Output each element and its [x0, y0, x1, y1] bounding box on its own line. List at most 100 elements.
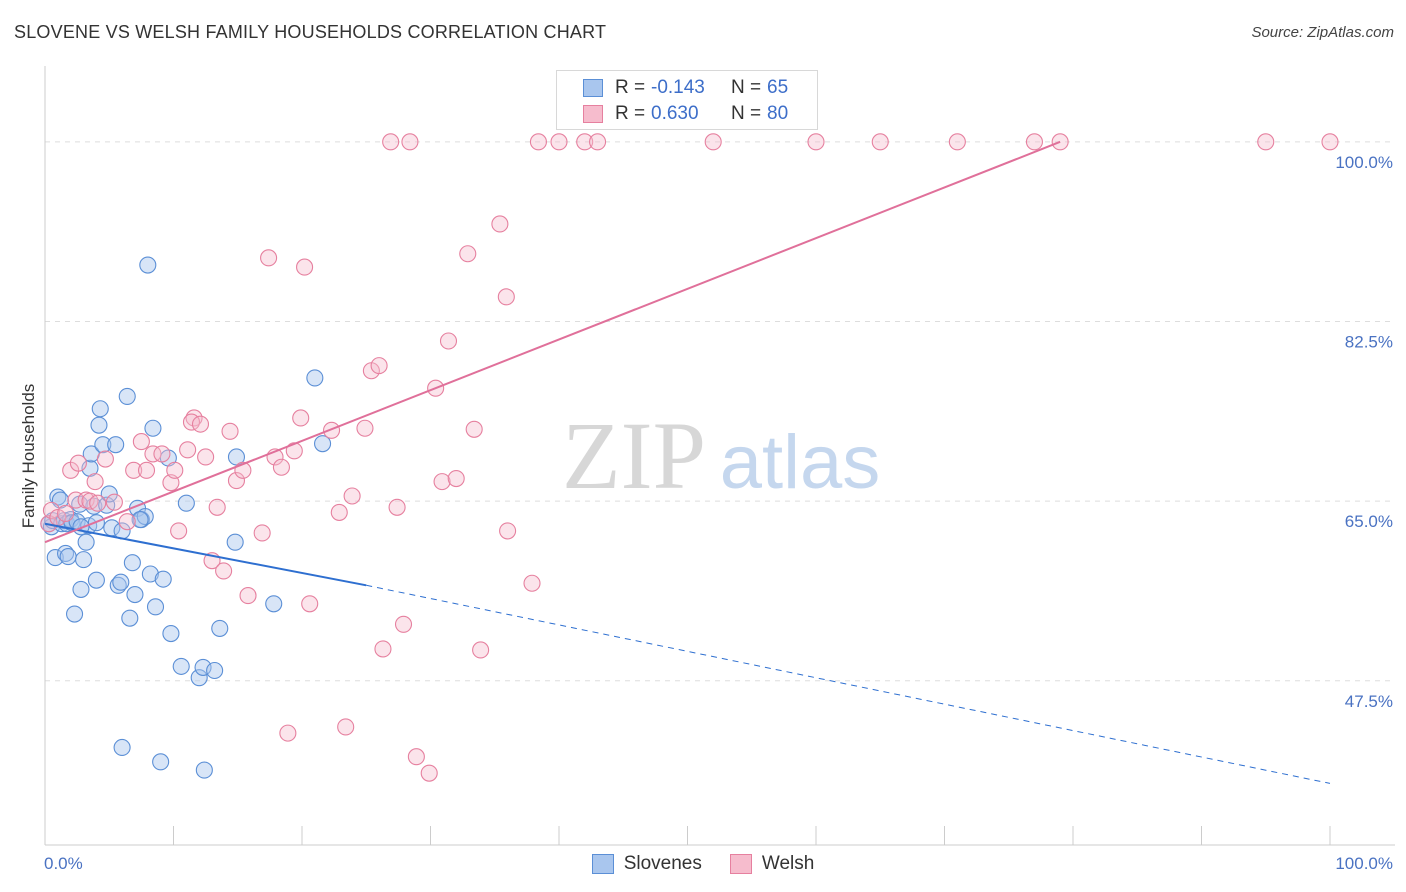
welsh-point [197, 448, 215, 466]
welsh-point [343, 487, 361, 505]
slovenes-point [46, 549, 64, 567]
welsh-point [118, 513, 136, 531]
slovenes-point [77, 533, 95, 551]
legend-swatch-slovenes [591, 854, 614, 874]
y-tick-label: 100.0% [1335, 153, 1393, 172]
welsh-point [491, 215, 509, 233]
slovenes-point [66, 605, 84, 623]
legend-n-label: N = [731, 103, 762, 124]
welsh-trend-line [44, 140, 1061, 544]
axes [44, 66, 1395, 846]
welsh-point [433, 473, 451, 491]
welsh-point [301, 595, 319, 613]
welsh-point [296, 258, 314, 276]
tick-labels: 47.5% 65.0% 82.5% 100.0% 0.0% 100.0% [44, 153, 1393, 873]
welsh-point [871, 133, 889, 151]
welsh-point [323, 421, 341, 439]
welsh-point [57, 504, 75, 522]
legend-r-value: -0.143 [651, 77, 705, 98]
welsh-point [447, 469, 465, 488]
welsh-point [272, 458, 290, 476]
welsh-point [948, 133, 966, 151]
welsh-point [388, 498, 406, 516]
welsh-point [499, 522, 517, 540]
legend-label-slovenes: Slovenes [623, 853, 702, 874]
welsh-point [166, 461, 184, 479]
welsh-point [370, 357, 388, 375]
slovenes-point [139, 256, 157, 274]
welsh-point [144, 445, 162, 463]
legend-n-label: N = [731, 77, 762, 98]
slovenes-point [172, 657, 190, 675]
welsh-point [420, 764, 438, 782]
slovenes-point [141, 565, 159, 583]
legend-r-label: R = [615, 103, 646, 124]
slovenes-point [100, 485, 118, 503]
slovenes-point [314, 435, 332, 453]
welsh-point [86, 473, 104, 491]
legend-item-welsh[interactable]: Welsh [729, 852, 815, 876]
slovenes-point [146, 598, 165, 616]
welsh-point [42, 501, 60, 519]
y-tick-label: 82.5% [1345, 332, 1393, 351]
watermark: ZIP atlas [562, 402, 880, 509]
slovenes-point [206, 661, 224, 680]
slovenes-point [72, 580, 90, 598]
slovenes-point [57, 544, 75, 563]
slovenes-point [306, 369, 324, 387]
legend-swatch-welsh [729, 854, 752, 874]
welsh-point [170, 522, 188, 540]
correlation-legend: R = -0.143 N = 65 R = 0.630 N = 80 [556, 70, 818, 130]
welsh-point [67, 491, 85, 509]
welsh-point [260, 249, 278, 267]
slovenes-point [177, 494, 195, 512]
slovenes-point [91, 400, 109, 418]
welsh-point [330, 503, 348, 521]
welsh-point [96, 450, 114, 468]
welsh-point [588, 133, 607, 151]
slovenes-point [265, 595, 283, 613]
legend-row-slovenes: R = -0.143 N = 65 [583, 76, 788, 100]
welsh-point [550, 133, 568, 151]
welsh-point [472, 641, 490, 659]
slovenes-point [112, 573, 130, 591]
slovenes-point [107, 436, 125, 454]
slovenes-points [40, 256, 332, 779]
welsh-point [401, 133, 419, 151]
slovenes-point [109, 576, 127, 594]
legend-item-slovenes[interactable]: Slovenes [591, 852, 702, 876]
welsh-point [137, 461, 156, 479]
slovenes-point [75, 551, 93, 569]
slovenes-point [87, 571, 105, 589]
welsh-point [529, 133, 547, 151]
slovenes-point [190, 669, 208, 687]
slovenes-point [195, 761, 213, 779]
slovenes-point [152, 753, 170, 771]
slovenes-point [131, 511, 149, 529]
slovenes-trend-projection [366, 584, 1331, 784]
slovenes-point [94, 436, 112, 454]
source-label: Source: ZipAtlas.com [1251, 24, 1394, 41]
slovenes-point [154, 570, 172, 588]
welsh-point [382, 133, 400, 151]
y-tick-label: 65.0% [1345, 512, 1393, 531]
welsh-point [239, 587, 257, 605]
welsh-point [459, 245, 477, 263]
welsh-point [497, 288, 515, 306]
welsh-point [208, 498, 226, 516]
welsh-point [125, 461, 143, 479]
slovenes-trend-line [44, 522, 367, 587]
legend-row-welsh: R = 0.630 N = 80 [583, 102, 788, 126]
slovenes-point [126, 585, 144, 604]
welsh-point [1321, 133, 1339, 151]
welsh-point [215, 562, 233, 580]
welsh-point [807, 133, 825, 151]
slovenes-point [113, 738, 131, 757]
welsh-point [374, 640, 392, 658]
welsh-point [279, 724, 297, 742]
slovenes-point [59, 548, 77, 566]
watermark-atlas: atlas [720, 420, 881, 505]
slovenes-point [162, 624, 180, 643]
slovenes-point [118, 387, 136, 405]
legend-label-welsh: Welsh [761, 853, 815, 874]
